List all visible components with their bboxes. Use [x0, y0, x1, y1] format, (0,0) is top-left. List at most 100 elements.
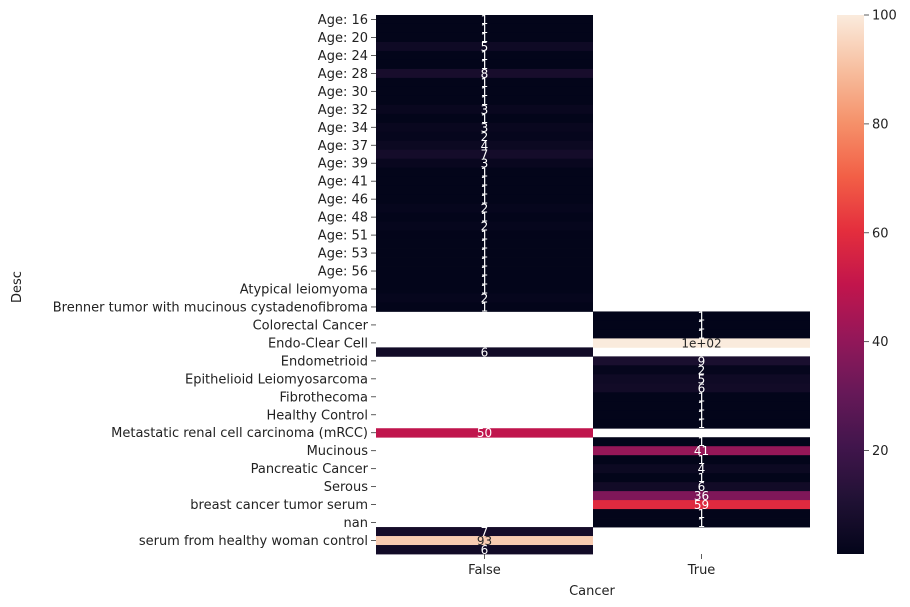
y-tick-label: Age: 41	[318, 175, 368, 190]
y-tick-label: Atypical leiomyoma	[240, 282, 368, 297]
heatmap-cell	[376, 77, 593, 88]
heatmap-cell	[593, 392, 810, 402]
colorbar-tick-label: 20	[872, 444, 889, 459]
cell-value-label: 1	[481, 238, 489, 252]
cell-value-label: 6	[698, 480, 706, 494]
heatmap-cell	[593, 365, 810, 375]
heatmap-cell	[376, 185, 593, 196]
x-tick-label: False	[468, 563, 501, 578]
heatmap-cell	[593, 410, 810, 420]
cell-value-label: 1	[698, 327, 706, 341]
cell-value-label: 1	[481, 274, 489, 288]
heatmap-cell	[593, 374, 810, 384]
heatmap-cell	[593, 437, 810, 447]
heatmap-cell	[376, 32, 593, 43]
y-tick-label: Age: 53	[318, 247, 368, 262]
heatmap-cell	[376, 230, 593, 240]
heatmap-cell	[376, 86, 593, 97]
heatmap-cell	[376, 257, 593, 267]
heatmap-cell	[376, 212, 593, 223]
y-tick-label: Serous	[324, 480, 369, 495]
heatmap-cell	[376, 293, 593, 303]
cell-value-label: 9	[698, 354, 706, 368]
heatmap-cell	[593, 482, 810, 492]
y-tick-label: Epithelioid Leiomyosarcoma	[185, 372, 368, 387]
y-tick-label: Mucinous	[307, 444, 369, 459]
heatmap-cell	[376, 527, 593, 537]
colorbar: 20 40 60 80 100	[837, 9, 897, 554]
colorbar-tick-label: 40	[872, 335, 889, 350]
x-tick-label: True	[687, 563, 716, 578]
heatmap-cell	[376, 149, 593, 160]
heatmap-cell	[376, 194, 593, 205]
cell-value-label: 1	[481, 166, 489, 180]
cell-annotations: 1115118111313247311112121111111211111e+0…	[477, 13, 722, 557]
y-tick-label: Age: 34	[318, 121, 368, 136]
cell-value-label: 1	[481, 211, 489, 225]
cell-value-label: 2	[481, 202, 489, 216]
heatmap-cell	[376, 50, 593, 61]
cell-value-label: 1	[481, 265, 489, 279]
cell-value-label: 1	[698, 516, 706, 530]
cell-value-label: 1	[698, 318, 706, 332]
cell-value-label: 3	[481, 121, 489, 135]
y-tick-label: Endo-Clear Cell	[268, 336, 368, 351]
heatmap-cell	[376, 221, 593, 231]
cell-value-label: 50	[477, 426, 492, 440]
heatmap-cell	[593, 464, 810, 474]
heatmap-cell	[376, 23, 593, 34]
heatmap-cell	[376, 59, 593, 70]
y-tick-label: nan	[344, 516, 368, 531]
cell-value-label: 5	[481, 40, 489, 54]
cell-value-label: 1	[481, 247, 489, 261]
cell-value-label: 4	[698, 462, 706, 476]
y-tick-label: Age: 20	[318, 31, 368, 46]
cell-value-label: 1e+02	[681, 336, 721, 350]
cell-value-label: 2	[698, 363, 706, 377]
heatmap-cell	[376, 176, 593, 187]
heatmap-cell	[593, 329, 810, 339]
cell-value-label: 3	[481, 157, 489, 171]
heatmap-cell	[376, 347, 593, 357]
cell-value-label: 1	[481, 229, 489, 243]
heatmap-cell	[376, 68, 593, 79]
cell-value-label: 93	[477, 534, 492, 548]
heatmap-cell	[376, 203, 593, 214]
cell-value-label: 7	[481, 148, 489, 162]
y-tick-label: Age: 46	[318, 193, 368, 208]
heatmap-cell	[376, 266, 593, 276]
y-tick-label: Age: 30	[318, 85, 368, 100]
cell-value-label: 1	[698, 399, 706, 413]
cell-value-label: 2	[481, 130, 489, 144]
cell-value-label: 1	[481, 76, 489, 90]
heatmap-cell	[593, 491, 810, 501]
heatmap-cell	[376, 122, 593, 133]
heatmap-cell	[376, 428, 593, 438]
colorbar-tick-label: 100	[872, 9, 897, 24]
heatmap-cell	[376, 15, 593, 25]
y-tick-label: Age: 51	[318, 229, 368, 244]
cell-value-label: 6	[481, 543, 489, 557]
heatmap-cell	[593, 500, 810, 510]
heatmap-cell	[376, 302, 593, 312]
cell-value-label: 6	[698, 381, 706, 395]
cell-value-label: 1	[481, 31, 489, 45]
cell-value-label: 1	[698, 435, 706, 449]
heatmap-cell	[593, 401, 810, 411]
x-axis-ticks: False True	[468, 554, 715, 578]
cell-value-label: 8	[481, 67, 489, 81]
y-tick-label: Age: 32	[318, 103, 368, 118]
y-tick-label: Age: 37	[318, 139, 368, 154]
y-tick-label: Metastatic renal cell carcinoma (mRCC)	[111, 426, 368, 441]
colorbar-gradient	[837, 15, 864, 554]
heatmap-cell	[593, 383, 810, 393]
cell-value-label: 36	[694, 489, 709, 503]
heatmap-cell	[376, 545, 593, 555]
cell-value-label: 1	[481, 22, 489, 36]
cell-value-label: 1	[698, 507, 706, 521]
heatmap-cell	[593, 455, 810, 465]
cell-value-label: 59	[694, 498, 709, 512]
cell-value-label: 1	[698, 453, 706, 467]
cell-value-label: 1	[481, 256, 489, 270]
cell-value-label: 6	[481, 345, 489, 359]
